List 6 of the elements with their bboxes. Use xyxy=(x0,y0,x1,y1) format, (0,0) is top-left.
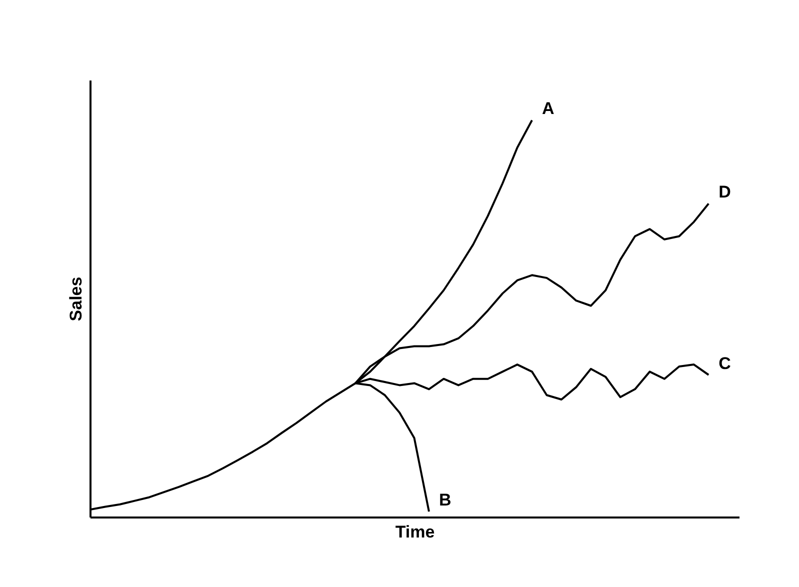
series-label: B xyxy=(438,490,452,510)
series-label: D xyxy=(718,182,731,202)
series-label: C xyxy=(718,354,731,373)
series-label: A xyxy=(542,99,554,118)
x-axis-title: Time xyxy=(395,522,435,542)
y-axis-title: Sales xyxy=(66,276,86,322)
